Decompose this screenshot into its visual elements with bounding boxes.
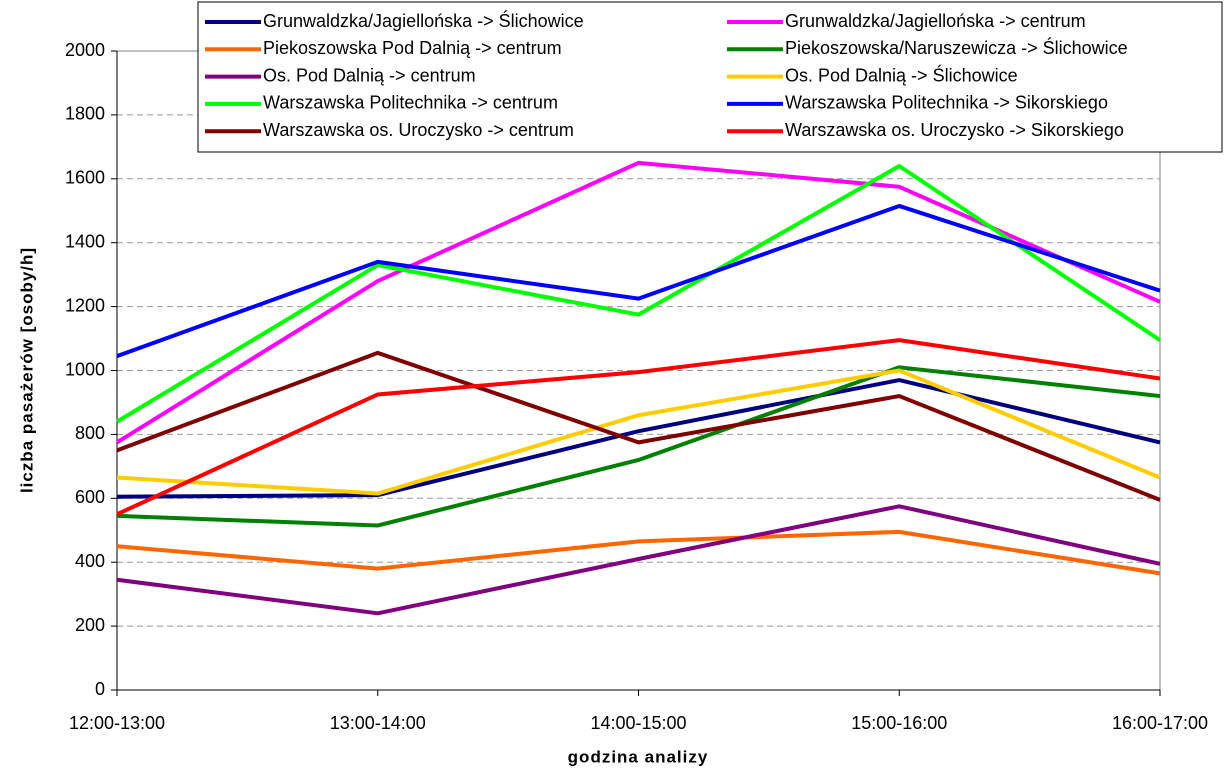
legend-label: Os. Pod Dalnią -> centrum [263,65,476,85]
series-line [115,164,1162,424]
series-line [116,378,1161,499]
legend-label: Grunwaldzka/Jagiellońska -> centrum [785,11,1086,31]
series-line [116,368,1161,496]
series-line [116,203,1161,359]
y-axis-title: liczba pasażerów [osoby/h] [17,247,36,493]
legend-label: Os. Pod Dalnią -> Ślichowice [785,64,1018,85]
y-tick-label: 600 [75,487,105,507]
legend-label: Warszawska Politechnika -> Sikorskiego [785,93,1108,113]
x-tick-label: 12:00-13:00 [69,713,165,733]
x-axis-title: godzina analizy [568,747,709,766]
y-tick-label: 400 [75,551,105,571]
legend-label: Piekoszowska/Naruszewicza -> Ślichowice [785,37,1128,58]
series-line [116,529,1161,576]
y-tick-label: 800 [75,423,105,443]
y-tick-label: 1600 [65,168,105,188]
series-line [116,504,1161,616]
series-line [116,365,1161,528]
x-tick-label: 13:00-14:00 [330,713,426,733]
y-tick-label: 1400 [65,231,105,251]
legend-box [197,1,1223,153]
legend-label: Warszawska os. Uroczysko -> centrum [263,120,574,140]
x-tick-label: 16:00-17:00 [1112,713,1208,733]
y-tick-label: 1200 [65,295,105,315]
legend-label: Piekoszowska Pod Dalnią -> centrum [263,38,562,58]
y-tick-label: 0 [95,679,105,699]
y-tick-label: 1000 [65,359,105,379]
legend-label: Warszawska os. Uroczysko -> Sikorskiego [785,120,1124,140]
x-tick-label: 14:00-15:00 [590,713,686,733]
legend-label: Warszawska Politechnika -> centrum [263,93,558,113]
series-line [116,338,1161,517]
x-tick-label: 15:00-16:00 [851,713,947,733]
y-tick-label: 1800 [65,104,105,124]
y-tick-label: 2000 [65,40,105,60]
y-tick-label: 200 [75,615,105,635]
series-line [115,160,1161,445]
series-line [116,350,1161,502]
legend-label: Grunwaldzka/Jagiellońska -> Ślichowice [263,10,584,31]
